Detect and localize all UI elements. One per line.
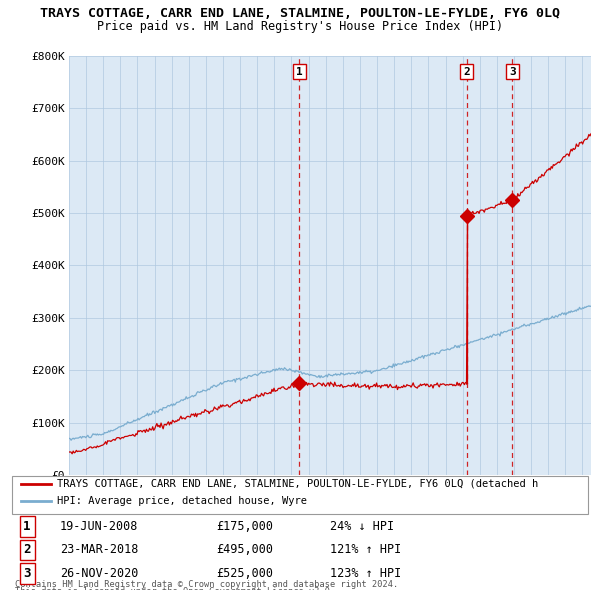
Text: 19-JUN-2008: 19-JUN-2008 (60, 520, 139, 533)
Text: 1: 1 (23, 520, 31, 533)
Text: 1: 1 (296, 67, 303, 77)
Text: 2: 2 (23, 543, 31, 556)
Text: 24% ↓ HPI: 24% ↓ HPI (330, 520, 394, 533)
Text: TRAYS COTTAGE, CARR END LANE, STALMINE, POULTON-LE-FYLDE, FY6 0LQ: TRAYS COTTAGE, CARR END LANE, STALMINE, … (40, 7, 560, 20)
Text: Contains HM Land Registry data © Crown copyright and database right 2024.: Contains HM Land Registry data © Crown c… (15, 580, 398, 589)
Text: 26-NOV-2020: 26-NOV-2020 (60, 567, 139, 580)
Text: £525,000: £525,000 (216, 567, 273, 580)
Text: 23-MAR-2018: 23-MAR-2018 (60, 543, 139, 556)
Text: 2: 2 (463, 67, 470, 77)
Text: 3: 3 (23, 567, 31, 580)
Text: £495,000: £495,000 (216, 543, 273, 556)
Text: 121% ↑ HPI: 121% ↑ HPI (330, 543, 401, 556)
Text: Price paid vs. HM Land Registry's House Price Index (HPI): Price paid vs. HM Land Registry's House … (97, 20, 503, 33)
Text: £175,000: £175,000 (216, 520, 273, 533)
Text: 3: 3 (509, 67, 516, 77)
Text: TRAYS COTTAGE, CARR END LANE, STALMINE, POULTON-LE-FYLDE, FY6 0LQ (detached h: TRAYS COTTAGE, CARR END LANE, STALMINE, … (57, 478, 538, 489)
Text: 123% ↑ HPI: 123% ↑ HPI (330, 567, 401, 580)
Text: HPI: Average price, detached house, Wyre: HPI: Average price, detached house, Wyre (57, 496, 307, 506)
Text: This data is licensed under the Open Government Licence v3.0.: This data is licensed under the Open Gov… (15, 587, 335, 590)
